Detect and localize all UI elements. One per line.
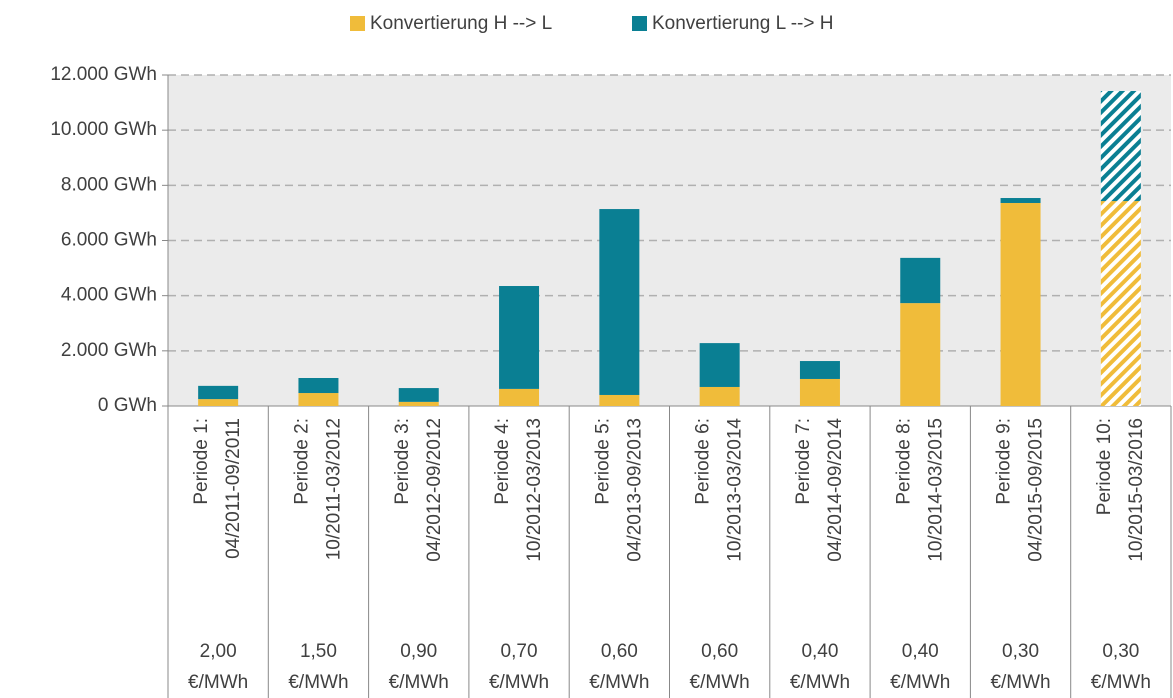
y-tick-label: 8.000 GWh — [61, 174, 157, 195]
bar-segment — [699, 386, 740, 406]
legend-label: Konvertierung H --> L — [370, 13, 552, 34]
bar-segment — [398, 401, 439, 406]
x-tick-label: Periode 10: — [1094, 418, 1115, 515]
x-tick-label: 04/2012-09/2012 — [424, 418, 445, 562]
price-label: 0,30 — [1002, 641, 1039, 662]
price-label: 0,40 — [801, 641, 838, 662]
x-tick-label: Periode 8: — [893, 418, 914, 505]
bar-segment — [699, 343, 740, 387]
x-tick-label: Periode 3: — [392, 418, 413, 505]
bar-segment — [499, 286, 540, 389]
y-tick-label: 10.000 GWh — [50, 119, 157, 140]
y-tick-label: 12.000 GWh — [50, 64, 157, 85]
price-label: 0,60 — [701, 641, 738, 662]
x-tick-label: Periode 4: — [492, 418, 513, 505]
bar-segment — [1000, 202, 1041, 406]
price-unit: €/MWh — [589, 672, 649, 693]
price-unit: €/MWh — [990, 672, 1050, 693]
price-label: 0,90 — [400, 641, 437, 662]
price-label: 0,70 — [501, 641, 538, 662]
bar-segment — [298, 393, 339, 406]
legend-swatch — [632, 16, 647, 31]
price-label: 0,60 — [601, 641, 638, 662]
price-label: 0,40 — [902, 641, 939, 662]
x-tick-label: Periode 6: — [693, 418, 714, 505]
bar-segment — [799, 361, 840, 379]
x-tick-label: Periode 5: — [592, 418, 613, 505]
bar-segment — [1100, 90, 1141, 202]
x-tick-label: 04/2014-09/2014 — [825, 418, 846, 562]
x-tick-label: Periode 7: — [793, 418, 814, 505]
x-tick-label: 10/2013-03/2014 — [725, 418, 746, 562]
price-unit: €/MWh — [690, 672, 750, 693]
price-unit: €/MWh — [389, 672, 449, 693]
x-tick-label: 10/2012-03/2013 — [524, 418, 545, 562]
bar-segment — [499, 388, 540, 406]
bar-segment — [599, 394, 640, 406]
bar-segment — [799, 378, 840, 406]
bar-segment — [599, 209, 640, 395]
price-label: 1,50 — [300, 641, 337, 662]
bar-segment — [1000, 198, 1041, 203]
price-unit: €/MWh — [489, 672, 549, 693]
price-label: 0,30 — [1102, 641, 1139, 662]
x-tick-label: 04/2015-09/2015 — [1026, 418, 1047, 562]
x-tick-label: 04/2013-09/2013 — [624, 418, 645, 562]
legend-swatch — [350, 16, 365, 31]
bar-segment — [198, 399, 239, 406]
y-tick-label: 0 GWh — [98, 395, 157, 416]
x-tick-label: Periode 1: — [191, 418, 212, 505]
price-unit: €/MWh — [288, 672, 348, 693]
bar-segment — [900, 257, 941, 304]
x-tick-label: 10/2015-03/2016 — [1126, 418, 1147, 562]
bar-segment — [1100, 201, 1141, 406]
bar-segment — [298, 378, 339, 394]
bar-segment — [398, 388, 439, 402]
x-tick-label: 10/2014-03/2015 — [925, 418, 946, 562]
legend-label: Konvertierung L --> H — [652, 13, 833, 34]
price-unit: €/MWh — [1091, 672, 1151, 693]
x-tick-label: Periode 2: — [291, 418, 312, 505]
bar-segment — [900, 303, 941, 406]
x-tick-label: Periode 9: — [994, 418, 1015, 505]
y-tick-label: 6.000 GWh — [61, 230, 157, 251]
price-unit: €/MWh — [790, 672, 850, 693]
y-tick-label: 4.000 GWh — [61, 285, 157, 306]
y-tick-label: 2.000 GWh — [61, 340, 157, 361]
price-unit: €/MWh — [188, 672, 248, 693]
bar-segment — [198, 385, 239, 400]
x-tick-label: 10/2011-03/2012 — [323, 418, 344, 560]
x-tick-label: 04/2011-09/2011 — [223, 418, 244, 559]
price-label: 2,00 — [200, 641, 237, 662]
price-unit: €/MWh — [890, 672, 950, 693]
